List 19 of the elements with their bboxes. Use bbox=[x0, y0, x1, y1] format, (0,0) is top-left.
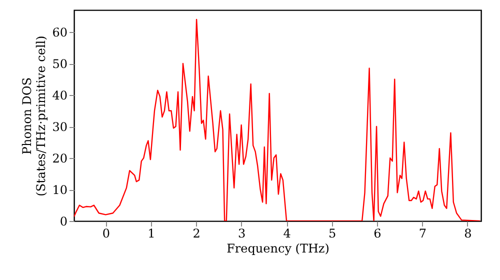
x-tick-label: 2 bbox=[192, 226, 200, 240]
y-tick-label: 50 bbox=[52, 57, 68, 72]
x-tick-label: 8 bbox=[464, 226, 472, 240]
line-series bbox=[74, 18, 481, 221]
y-tick-label: 10 bbox=[52, 183, 68, 198]
x-tick-label: 7 bbox=[418, 226, 427, 240]
x-tick-label: 4 bbox=[283, 226, 292, 240]
x-tick-label: 5 bbox=[328, 226, 336, 240]
x-tick-label: 1 bbox=[148, 226, 156, 240]
x-tick-label: 0 bbox=[102, 226, 110, 240]
y-tick-label: 60 bbox=[52, 26, 68, 40]
y-tick-label: 40 bbox=[52, 88, 68, 103]
x-axis-title: Frequency (THz) bbox=[226, 242, 330, 256]
y-axis-title: Phonon DOS (States/THz·primitive cell) bbox=[20, 36, 48, 196]
x-tick-label: 3 bbox=[238, 226, 246, 240]
x-tick-label: 6 bbox=[374, 226, 382, 240]
y-tick-label: 30 bbox=[52, 120, 68, 134]
y-tick-label: 0 bbox=[60, 214, 68, 228]
y-tick-label: 20 bbox=[52, 152, 68, 166]
